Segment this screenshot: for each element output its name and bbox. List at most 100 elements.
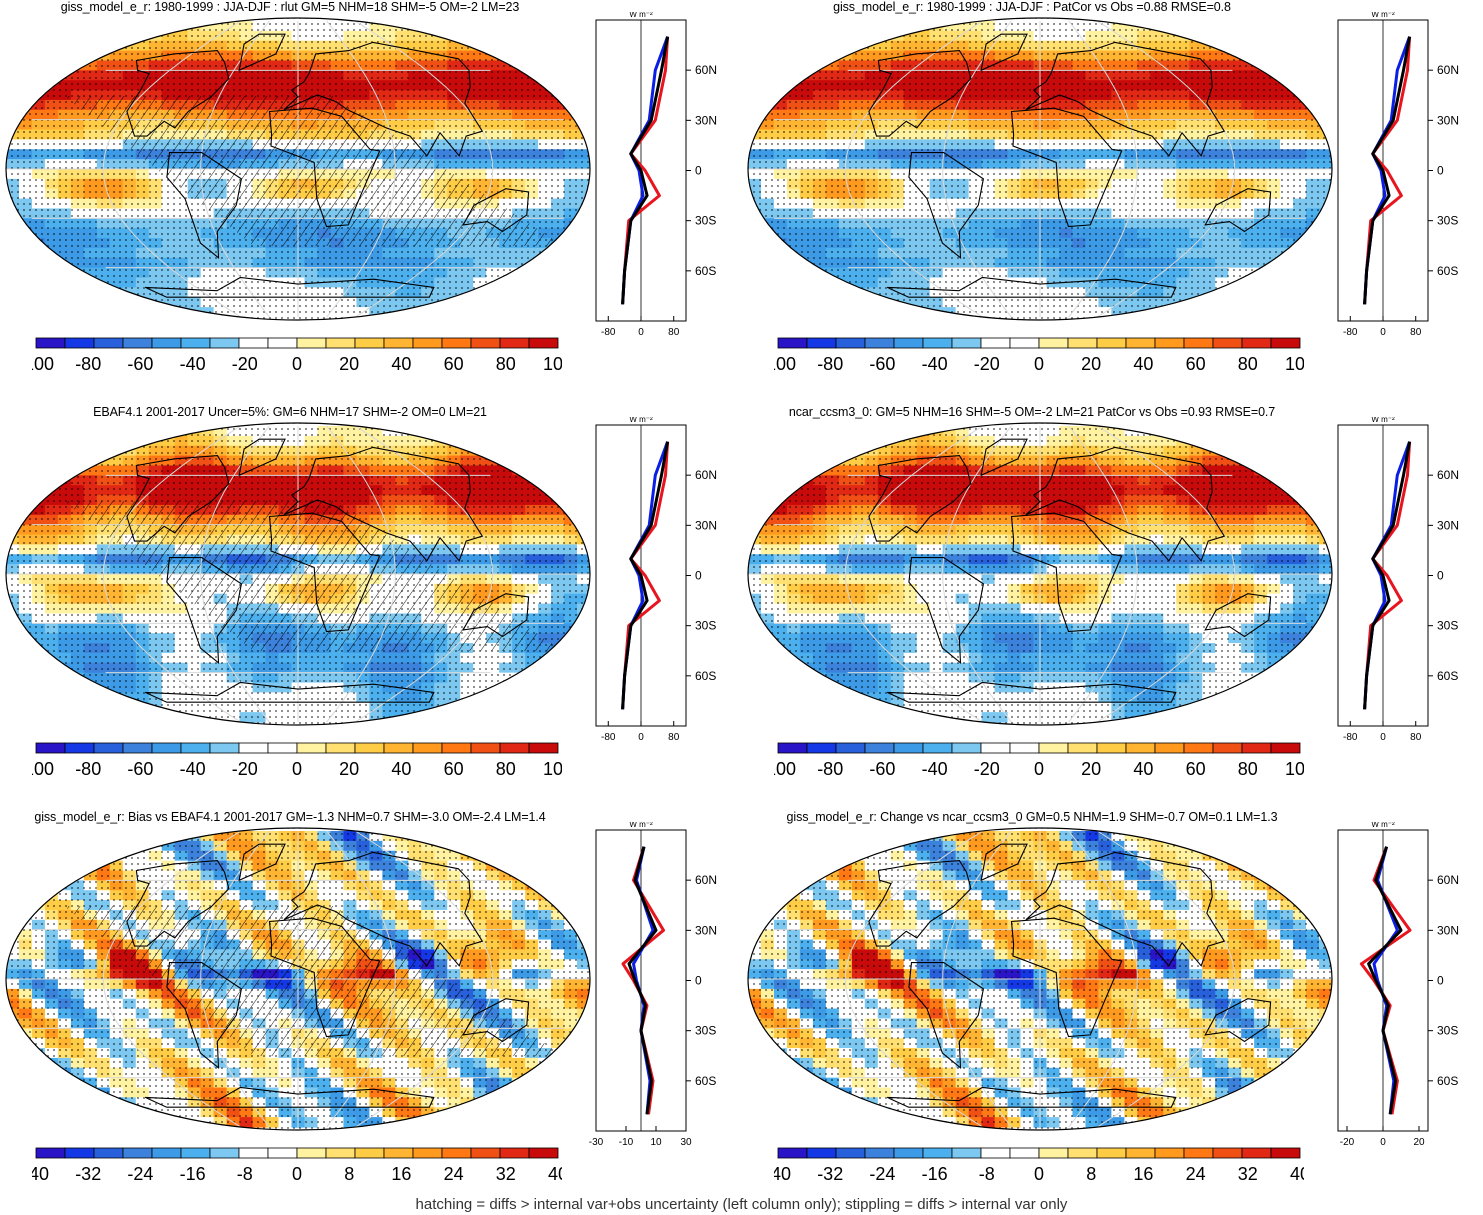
- map-border: [747, 422, 1333, 726]
- colorbar-label: -40: [774, 1164, 791, 1184]
- colorbar-label: -40: [180, 759, 206, 779]
- graticule: [748, 20, 1332, 318]
- colorbar-label: 8: [1086, 1164, 1096, 1184]
- colorbar-label: 40: [391, 759, 411, 779]
- x-tick-label: 10: [650, 1137, 662, 1148]
- colorbar-label: -100: [32, 759, 54, 779]
- colorbar-swatch: [122, 337, 153, 349]
- world-map: [5, 17, 591, 321]
- colorbar-swatch: [238, 742, 269, 754]
- colorbar-swatch: [980, 742, 1011, 754]
- panel-6: giss_model_e_r: Change vs ncar_ccsm3_0 G…: [742, 810, 1483, 1215]
- colorbar-swatch: [893, 742, 924, 754]
- panel-title: giss_model_e_r: Change vs ncar_ccsm3_0 G…: [786, 810, 1278, 824]
- colorbar-swatch: [1183, 1147, 1214, 1159]
- lat-tick-label: 60S: [695, 669, 716, 683]
- panel-title: EBAF4.1 2001-2017 Uncer=5%: GM=6 NHM=17 …: [93, 405, 487, 419]
- x-tick-label: 0: [638, 732, 644, 743]
- lat-tick-label: 0: [695, 569, 702, 583]
- lat-tick-label: 60N: [1437, 468, 1459, 482]
- map-border: [747, 827, 1333, 1131]
- graticule: [748, 425, 1332, 723]
- colorbar-swatch: [470, 742, 501, 754]
- profile-unit: W m⁻²: [629, 12, 653, 19]
- colorbar-swatch: [777, 1147, 808, 1159]
- colorbar-swatch: [499, 337, 530, 349]
- x-tick-label: 80: [668, 732, 680, 743]
- graticule: [748, 830, 1332, 1128]
- colorbar-swatch: [864, 337, 895, 349]
- colorbar-swatch: [1009, 742, 1040, 754]
- world-map: [747, 827, 1333, 1131]
- x-tick-label: -30: [589, 1137, 604, 1148]
- x-tick-label: 0: [1380, 1137, 1386, 1148]
- colorbar-swatch: [238, 1147, 269, 1159]
- colorbar-swatch: [296, 1147, 327, 1159]
- colorbar-label: 0: [292, 354, 302, 374]
- colorbar-swatch: [1038, 742, 1069, 754]
- colorbar-label: 32: [496, 1164, 516, 1184]
- colorbar-label: 40: [1290, 1164, 1304, 1184]
- colorbar-swatch: [893, 1147, 924, 1159]
- colorbar-label: 16: [1133, 1164, 1153, 1184]
- hatching: [64, 906, 564, 1056]
- colorbar-swatch: [951, 1147, 982, 1159]
- colorbar-swatch: [1270, 742, 1301, 754]
- colorbar-swatch: [64, 742, 95, 754]
- colorbar-label: -80: [817, 354, 843, 374]
- colorbar-label: 40: [548, 1164, 562, 1184]
- colorbar-label: -60: [869, 354, 895, 374]
- colorbar-label: -40: [180, 354, 206, 374]
- colorbar-swatch: [122, 742, 153, 754]
- colorbar-label: -16: [180, 1164, 206, 1184]
- lat-tick-label: 60N: [1437, 873, 1459, 887]
- colorbar-swatch: [1212, 742, 1243, 754]
- colorbar-swatch: [296, 742, 327, 754]
- colorbar-swatch: [383, 337, 414, 349]
- x-tick-label: -20: [1340, 1137, 1355, 1148]
- colorbar-label: 0: [292, 759, 302, 779]
- x-tick-label: -80: [1343, 732, 1358, 743]
- colorbar-label: 60: [1186, 759, 1206, 779]
- x-tick-label: 80: [1410, 732, 1422, 743]
- colorbar-swatch: [93, 742, 124, 754]
- lat-tick-label: 60N: [695, 63, 717, 77]
- colorbar-swatch: [470, 1147, 501, 1159]
- colorbar-swatch: [35, 1147, 66, 1159]
- colorbar-label: -60: [869, 759, 895, 779]
- lat-tick-label: 60S: [1437, 1074, 1458, 1088]
- colorbar-swatch: [209, 742, 240, 754]
- colorbar-swatch: [1067, 1147, 1098, 1159]
- panel-2: giss_model_e_r: 1980-1999 : JJA-DJF : Pa…: [742, 0, 1483, 405]
- lat-tick-label: 30S: [695, 619, 716, 633]
- colorbar-swatch: [835, 1147, 866, 1159]
- panel-title: ncar_ccsm3_0: GM=5 NHM=16 SHM=-5 OM=-2 L…: [788, 405, 1276, 419]
- colorbar-swatch: [151, 1147, 182, 1159]
- x-tick-label: -80: [1343, 327, 1358, 338]
- colorbar-label: 80: [1238, 354, 1258, 374]
- colorbar-label: -20: [232, 354, 258, 374]
- colorbar-label: 8: [344, 1164, 354, 1184]
- lat-tick-label: 60S: [695, 1074, 716, 1088]
- colorbar-swatch: [1241, 337, 1272, 349]
- colorbar-label: 100: [1285, 759, 1304, 779]
- lat-tick-label: 30N: [695, 113, 717, 127]
- colorbar-label: -8: [237, 1164, 253, 1184]
- colorbar-swatch: [893, 337, 924, 349]
- colorbar-swatch: [777, 337, 808, 349]
- profile-black-line: [621, 36, 670, 305]
- colorbar-swatch: [1154, 742, 1185, 754]
- colorbar-label: -32: [817, 1164, 843, 1184]
- colorbar-label: 0: [1034, 759, 1044, 779]
- colorbar-swatch: [864, 742, 895, 754]
- colorbar-swatch: [1125, 742, 1156, 754]
- profile-unit: W m⁻²: [1371, 417, 1395, 424]
- lat-tick-label: 30S: [695, 214, 716, 228]
- colorbar-label: 60: [444, 759, 464, 779]
- x-tick-label: 0: [1380, 327, 1386, 338]
- colorbar-swatch: [1038, 337, 1069, 349]
- colorbar-swatch: [325, 742, 356, 754]
- x-tick-label: 20: [1413, 1137, 1425, 1148]
- colorbar-swatch: [1212, 337, 1243, 349]
- coastlines: [126, 438, 530, 703]
